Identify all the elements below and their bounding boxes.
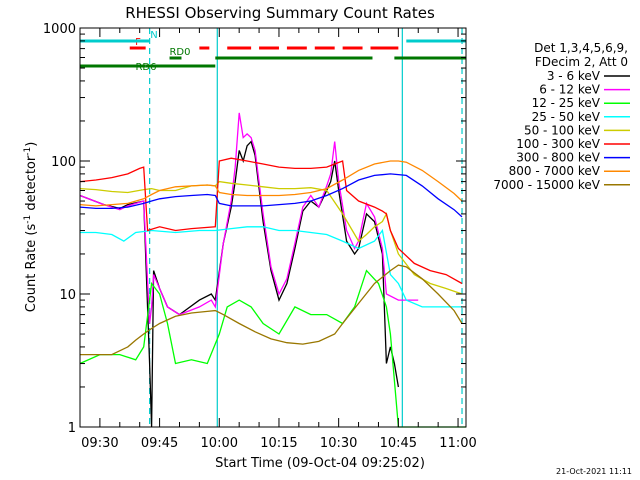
- series-line-100-300-kev: [79, 157, 463, 285]
- series-line-800-7000-kev: [79, 160, 463, 207]
- flag-label-rd0: RD0: [169, 47, 190, 58]
- x-tick-label: 10:00: [201, 436, 238, 451]
- legend-label-800-7000-kev: 800 - 7000 keV: [509, 164, 601, 178]
- y-axis-label-mid: detector: [24, 155, 39, 215]
- y-axis-ticks: 1 10 100 1000: [43, 22, 466, 436]
- x-axis-label: Start Time (09-Oct-04 09:25:02): [215, 456, 425, 471]
- series-line-6-12-kev: [79, 112, 419, 324]
- y-tick-label: 1000: [43, 22, 76, 37]
- series-line-300-800-kev: [79, 173, 463, 218]
- series-line-7000-15000-kev: [80, 264, 463, 356]
- legend-label-100-300-kev: 100 - 300 keV: [516, 137, 600, 151]
- series-lines: [79, 112, 466, 428]
- vertical-markers: [149, 28, 463, 427]
- y-axis-label-main: Count Rate (s: [24, 224, 39, 313]
- timestamp: 21-Oct-2021 11:11: [556, 467, 632, 476]
- y-axis-label-sup1: -1: [23, 215, 33, 224]
- x-tick-label: 10:15: [260, 436, 297, 451]
- plot-frame: [79, 27, 467, 428]
- series-line-3-6-kev: [79, 140, 400, 428]
- legend-header-2: FDecim 2, Att 0: [535, 55, 628, 69]
- series-line-25-50-kev: [80, 226, 462, 308]
- y-tick-label: 1: [68, 421, 76, 436]
- legend-label-50-100-kev: 50 - 100 keV: [524, 123, 601, 137]
- legend-label-7000-15000-kev: 7000 - 15000 keV: [493, 178, 600, 192]
- y-axis-label: Count Rate (s-1 detector-1): [23, 142, 39, 313]
- flag-label-rd6: RD6: [135, 62, 156, 73]
- x-axis-ticks: 09:30 09:45 10:00 10:15 10:30 10:45 11:00: [79, 28, 477, 451]
- attenuator-flags: FRD0RD6N: [80, 30, 466, 73]
- legend-header-1: Det 1,3,4,5,6,9,: [534, 41, 628, 55]
- x-tick-label: 11:00: [439, 436, 476, 451]
- legend: Det 1,3,4,5,6,9, FDecim 2, Att 0 3 - 6 k…: [493, 41, 630, 192]
- legend-label-300-800-kev: 300 - 800 keV: [516, 151, 600, 165]
- legend-label-25-50-kev: 25 - 50 keV: [532, 110, 601, 124]
- series-line-50-100-kev: [79, 180, 463, 295]
- x-tick-label: 10:30: [320, 436, 357, 451]
- flag-label-n: N: [150, 30, 157, 41]
- chart-title: RHESSI Observing Summary Count Rates: [125, 4, 435, 22]
- x-tick-label: 10:45: [380, 436, 417, 451]
- legend-label-12-25-kev: 12 - 25 keV: [532, 96, 601, 110]
- y-tick-label: 10: [59, 288, 76, 303]
- x-tick-label: 09:30: [81, 436, 118, 451]
- legend-label-3-6-kev: 3 - 6 keV: [547, 69, 601, 83]
- y-tick-label: 100: [51, 155, 76, 170]
- y-axis-label-sup2: -1: [23, 147, 33, 156]
- y-axis-label-end: ): [24, 142, 39, 147]
- legend-label-6-12-kev: 6 - 12 keV: [539, 83, 601, 97]
- x-tick-label: 09:45: [141, 436, 178, 451]
- series-line-12-25-kev: [79, 269, 466, 428]
